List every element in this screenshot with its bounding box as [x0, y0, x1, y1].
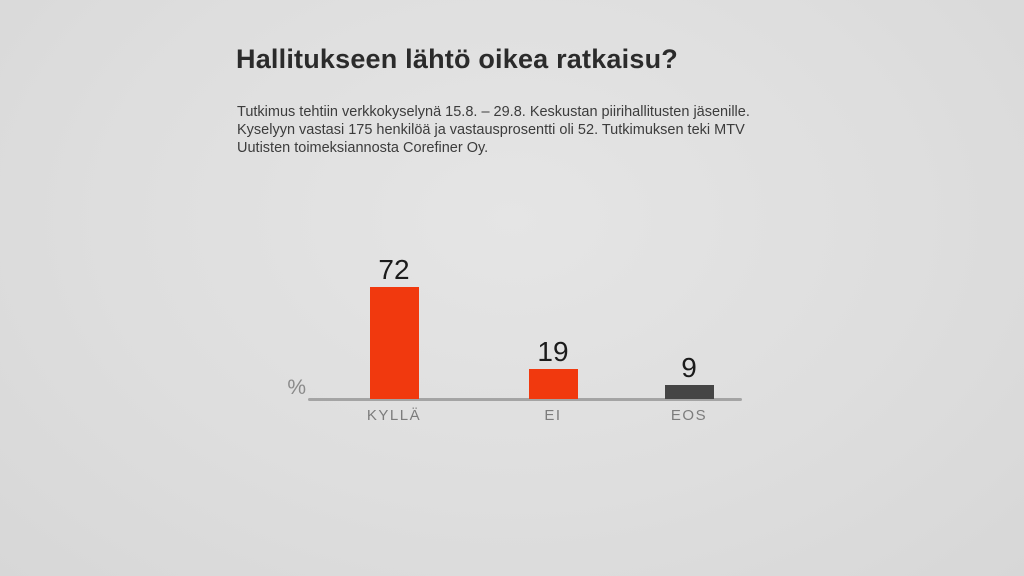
subtitle-line-3: Uutisten toimeksiannosta Corefiner Oy. [237, 140, 489, 156]
bar [528, 369, 578, 399]
bar-category-label: KYLLÄ [366, 407, 422, 424]
slide-subtitle: Tutkimus tehtiin verkkokyselynä 15.8. – … [237, 103, 750, 157]
bar-value-label: 72 [378, 254, 410, 285]
bar-group-3: 9 [640, 354, 738, 399]
bar-group-1: 72 [345, 256, 443, 399]
bar-value-label: 19 [537, 336, 569, 367]
y-axis-unit-label: % [287, 376, 306, 399]
subtitle-line-2: Kyselyyn vastasi 175 henkilöä ja vastaus… [237, 122, 745, 138]
bar-category-label: EOS [670, 407, 708, 424]
bar [369, 287, 419, 399]
x-axis-line [308, 398, 742, 401]
bar [664, 385, 714, 399]
bar-value-label: 9 [681, 352, 697, 383]
bar-category-label: EI [544, 407, 562, 424]
slide-title: Hallitukseen lähtö oikea ratkaisu? [236, 44, 678, 74]
subtitle-line-1: Tutkimus tehtiin verkkokyselynä 15.8. – … [237, 104, 750, 120]
bar-group-2: 19 [504, 338, 602, 399]
